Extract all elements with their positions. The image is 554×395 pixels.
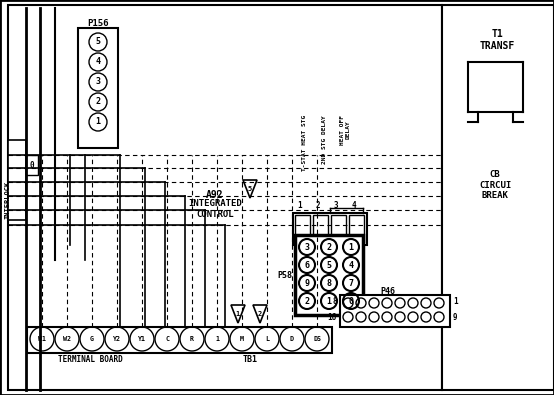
Text: T1
TRANSF: T1 TRANSF <box>479 29 515 51</box>
Text: 3: 3 <box>305 243 310 252</box>
Text: 7: 7 <box>348 278 353 288</box>
Bar <box>295 235 363 315</box>
Text: 2: 2 <box>95 98 100 107</box>
Text: 8: 8 <box>332 297 337 307</box>
Text: L: L <box>265 336 269 342</box>
Text: 0: 0 <box>30 160 34 169</box>
Text: 4: 4 <box>352 201 356 209</box>
Text: 5: 5 <box>248 186 252 192</box>
Text: C: C <box>165 336 169 342</box>
Text: CB
CIRCUI
BREAK: CB CIRCUI BREAK <box>479 170 511 200</box>
Text: 3: 3 <box>95 77 100 87</box>
Text: Y2: Y2 <box>113 336 121 342</box>
Text: HEAT OFF
DELAY: HEAT OFF DELAY <box>340 115 350 145</box>
Text: W1: W1 <box>38 336 46 342</box>
Bar <box>340 295 450 327</box>
Text: 1: 1 <box>215 336 219 342</box>
Bar <box>78 28 118 148</box>
Text: 2: 2 <box>316 201 320 209</box>
Text: 9: 9 <box>453 314 458 322</box>
Text: TB1: TB1 <box>243 354 258 363</box>
Text: 8: 8 <box>326 278 331 288</box>
Text: P58: P58 <box>278 271 293 280</box>
Text: 2ND STG DELAY: 2ND STG DELAY <box>322 115 327 164</box>
Text: 0: 0 <box>348 297 353 305</box>
Text: Y1: Y1 <box>138 336 146 342</box>
Text: TERMINAL BOARD: TERMINAL BOARD <box>58 354 122 363</box>
Bar <box>293 213 367 245</box>
Text: 4: 4 <box>95 58 100 66</box>
Text: 2: 2 <box>305 297 310 305</box>
Text: 2: 2 <box>258 311 262 317</box>
Text: T-STAT HEAT STG: T-STAT HEAT STG <box>302 115 307 171</box>
Text: 6: 6 <box>305 260 310 269</box>
Text: R: R <box>190 336 194 342</box>
Text: M: M <box>240 336 244 342</box>
Text: 1: 1 <box>297 201 302 209</box>
Text: G: G <box>90 336 94 342</box>
Text: P156: P156 <box>87 19 109 28</box>
Text: DOOR
INTERLOCK: DOOR INTERLOCK <box>0 181 11 219</box>
Bar <box>8 140 26 220</box>
Text: INTEGRATED
CONTROL: INTEGRATED CONTROL <box>188 199 242 219</box>
Bar <box>26 155 38 175</box>
Text: 1: 1 <box>236 311 240 317</box>
Bar <box>349 215 364 243</box>
Bar <box>313 215 328 243</box>
Bar <box>295 215 310 243</box>
Text: 2: 2 <box>326 243 331 252</box>
Text: 5: 5 <box>95 38 100 47</box>
Text: 9: 9 <box>305 278 310 288</box>
Text: 4: 4 <box>348 260 353 269</box>
Text: 1: 1 <box>95 117 100 126</box>
Text: 5: 5 <box>326 260 331 269</box>
Bar <box>442 5 554 390</box>
Text: P46: P46 <box>380 286 395 295</box>
Bar <box>8 5 442 390</box>
Text: 3: 3 <box>334 201 338 209</box>
Text: D: D <box>290 336 294 342</box>
Text: 1: 1 <box>348 243 353 252</box>
Text: W2: W2 <box>63 336 71 342</box>
Text: DS: DS <box>313 336 321 342</box>
Bar <box>27 327 332 353</box>
Text: 16: 16 <box>328 314 337 322</box>
Text: 1: 1 <box>326 297 331 305</box>
Bar <box>331 215 346 243</box>
Text: 1: 1 <box>453 297 458 307</box>
Text: A92: A92 <box>206 190 224 200</box>
